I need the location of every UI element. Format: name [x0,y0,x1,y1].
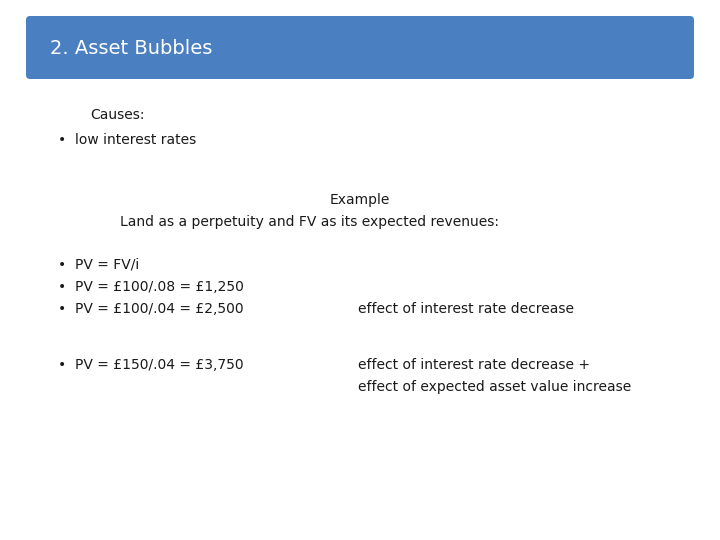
Text: 2. Asset Bubbles: 2. Asset Bubbles [50,38,212,57]
Text: PV = FV/i: PV = FV/i [75,258,139,272]
Text: •: • [58,133,66,147]
Text: Land as a perpetuity and FV as its expected revenues:: Land as a perpetuity and FV as its expec… [120,215,500,229]
Text: PV = £100/.08 = £1,250: PV = £100/.08 = £1,250 [75,280,244,294]
Text: Causes:: Causes: [90,108,145,122]
Text: •: • [58,302,66,316]
Text: low interest rates: low interest rates [75,133,197,147]
Text: •: • [58,358,66,372]
Text: PV = £150/.04 = £3,750: PV = £150/.04 = £3,750 [75,358,243,372]
Text: •: • [58,280,66,294]
Text: Example: Example [330,193,390,207]
Text: effect of interest rate decrease: effect of interest rate decrease [358,302,574,316]
FancyBboxPatch shape [26,16,694,79]
Text: effect of expected asset value increase: effect of expected asset value increase [358,380,631,394]
Text: PV = £100/.04 = £2,500: PV = £100/.04 = £2,500 [75,302,243,316]
Text: •: • [58,258,66,272]
Text: effect of interest rate decrease +: effect of interest rate decrease + [358,358,590,372]
